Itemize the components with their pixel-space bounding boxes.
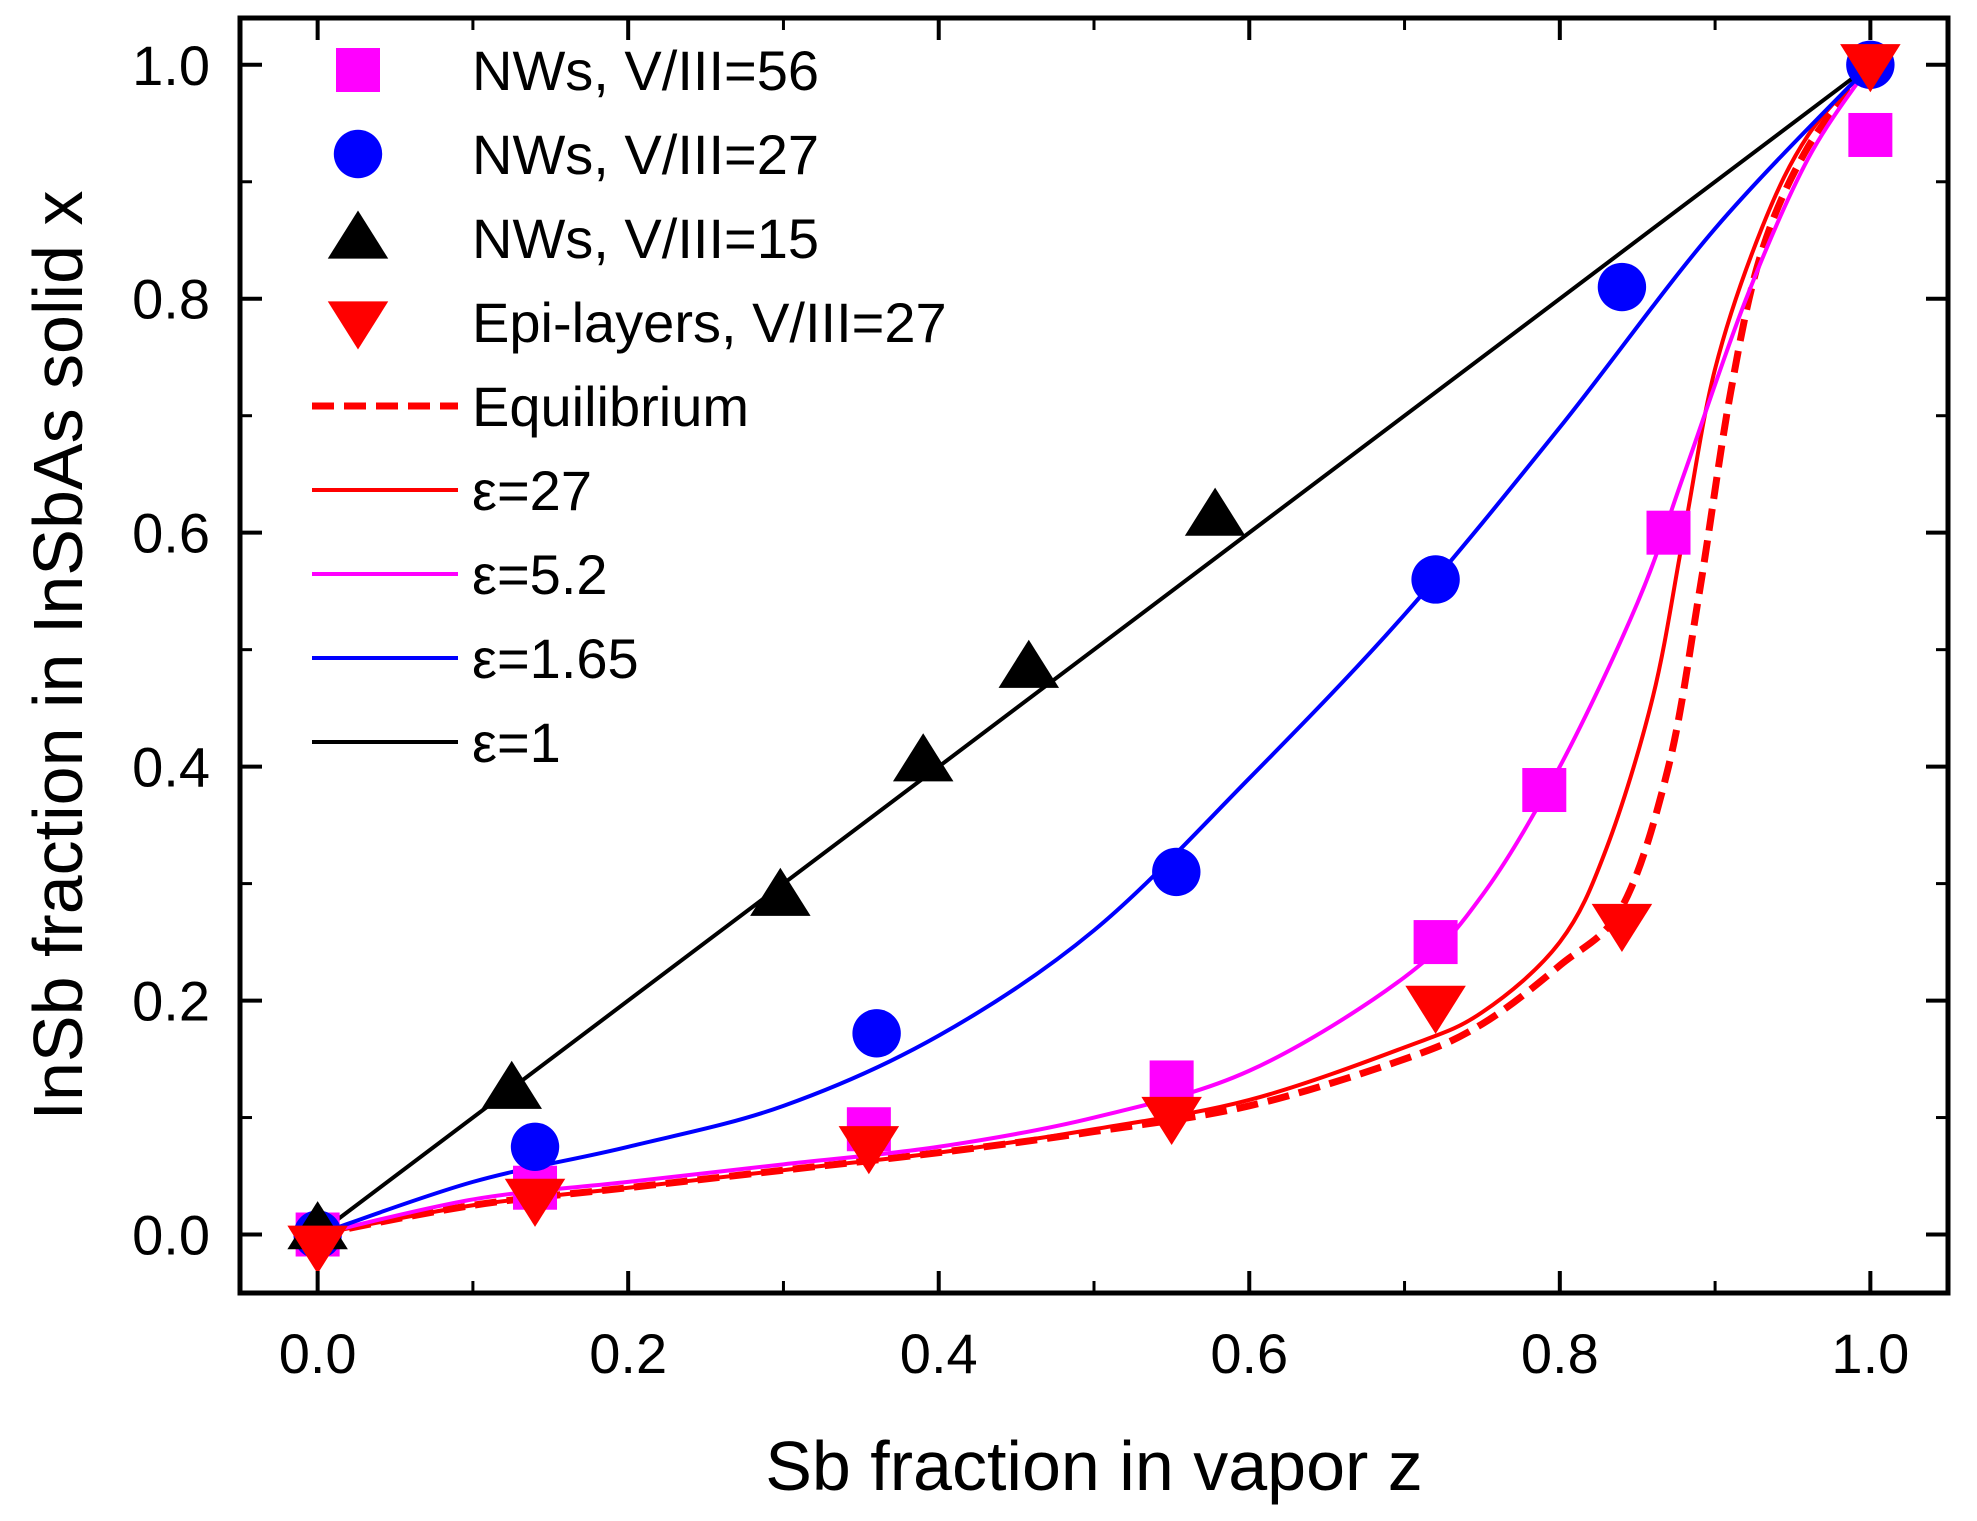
- data-point-nws-v-iii-27: [510, 1122, 560, 1171]
- legend-item-eps-27: ε=27: [312, 459, 592, 522]
- legend-label: Epi-layers, V/III=27: [472, 291, 947, 354]
- data-point-nws-v-iii-27: [852, 1009, 901, 1058]
- data-point-nws-v-iii-27: [1597, 262, 1647, 312]
- series-epi-layers-v-iii-27: [287, 44, 1901, 1274]
- legend-marker: [327, 301, 389, 350]
- legend-item-eps-1: ε=1: [312, 711, 561, 774]
- axes: 0.0 0.2 0.4 0.6 0.8 1.0 0.0 0.2 0.4 0.6 0.8 1.0: [132, 18, 1948, 1385]
- series-nws-v-iii-15: [287, 487, 1246, 1250]
- y-tick-label: 1.0: [132, 34, 210, 97]
- series-lines: [316, 62, 1874, 1238]
- data-point-nws-v-iii-56: [1848, 112, 1893, 157]
- x-tick-label: 0.6: [1210, 1322, 1288, 1385]
- data-point-nws-v-iii-15: [481, 1060, 542, 1109]
- series-line-eps-5-2: [317, 63, 1873, 1237]
- y-tick-label: 0.8: [132, 268, 210, 331]
- y-tick-label: 0.2: [132, 970, 210, 1033]
- data-point-epi-layers-v-iii-27: [1405, 985, 1466, 1034]
- x-tick-label: 0.2: [589, 1322, 667, 1385]
- legend-item-eps-5-2: ε=5.2: [312, 543, 608, 606]
- data-point-nws-v-iii-27: [1411, 555, 1460, 604]
- series-markers: [287, 40, 1901, 1274]
- legend-label: NWs, V/III=27: [472, 123, 819, 186]
- legend-item-equilibrium: Equilibrium: [312, 375, 749, 438]
- data-point-epi-layers-v-iii-27: [504, 1178, 566, 1227]
- legend-item-nws-v-iii-27: NWs, V/III=27: [333, 123, 819, 186]
- data-point-epi-layers-v-iii-27: [1840, 44, 1901, 93]
- legend-item-epi-layers-v-iii-27: Epi-layers, V/III=27: [327, 291, 947, 354]
- legend-marker: [336, 48, 380, 92]
- legend-label: NWs, V/III=15: [472, 207, 819, 270]
- data-point-epi-layers-v-iii-27: [1141, 1096, 1202, 1146]
- x-axis-title: Sb fraction in vapor z: [765, 1427, 1423, 1505]
- data-point-nws-v-iii-56: [1646, 510, 1691, 555]
- data-point-nws-v-iii-15: [998, 639, 1060, 688]
- y-tick-label: 0.6: [132, 502, 210, 565]
- legend-label: ε=1.65: [472, 627, 639, 690]
- legend-item-nws-v-iii-56: NWs, V/III=56: [336, 39, 819, 102]
- legend-marker: [333, 129, 383, 179]
- y-tick-label: 0.4: [132, 736, 210, 799]
- data-point-nws-v-iii-56: [1522, 768, 1567, 813]
- series-line-eps-1-65: [316, 63, 1872, 1237]
- data-point-epi-layers-v-iii-27: [287, 1225, 348, 1274]
- data-point-nws-v-iii-56: [1413, 920, 1458, 965]
- data-point-nws-v-iii-15: [750, 867, 811, 916]
- data-point-epi-layers-v-iii-27: [1591, 903, 1653, 953]
- data-point-nws-v-iii-27: [1152, 847, 1201, 897]
- legend: NWs, V/III=56 NWs, V/III=27 NWs, V/III=15 E…: [312, 39, 947, 774]
- legend-label: ε=5.2: [472, 543, 608, 606]
- x-tick-label: 0.4: [900, 1322, 978, 1385]
- y-axis-title: InSb fraction in InSbAs solid x: [19, 191, 97, 1121]
- y-tick-label: 0.0: [132, 1204, 210, 1267]
- legend-item-nws-v-iii-15: NWs, V/III=15: [327, 207, 819, 270]
- series-line-eps-27: [317, 63, 1872, 1237]
- data-point-nws-v-iii-15: [892, 733, 954, 782]
- x-tick-label: 0.0: [279, 1322, 357, 1385]
- legend-item-eps-1-65: ε=1.65: [312, 627, 639, 690]
- x-tick-label: 1.0: [1831, 1322, 1909, 1385]
- legend-label: Equilibrium: [472, 375, 749, 438]
- data-point-epi-layers-v-iii-27: [838, 1126, 900, 1175]
- legend-marker: [327, 210, 389, 259]
- legend-label: ε=1: [472, 711, 561, 774]
- data-point-nws-v-iii-15: [1184, 487, 1246, 536]
- legend-label: ε=27: [472, 459, 592, 522]
- series-line-eps-1: [316, 63, 1872, 1237]
- legend-label: NWs, V/III=56: [472, 39, 819, 102]
- x-tick-label: 0.8: [1521, 1322, 1599, 1385]
